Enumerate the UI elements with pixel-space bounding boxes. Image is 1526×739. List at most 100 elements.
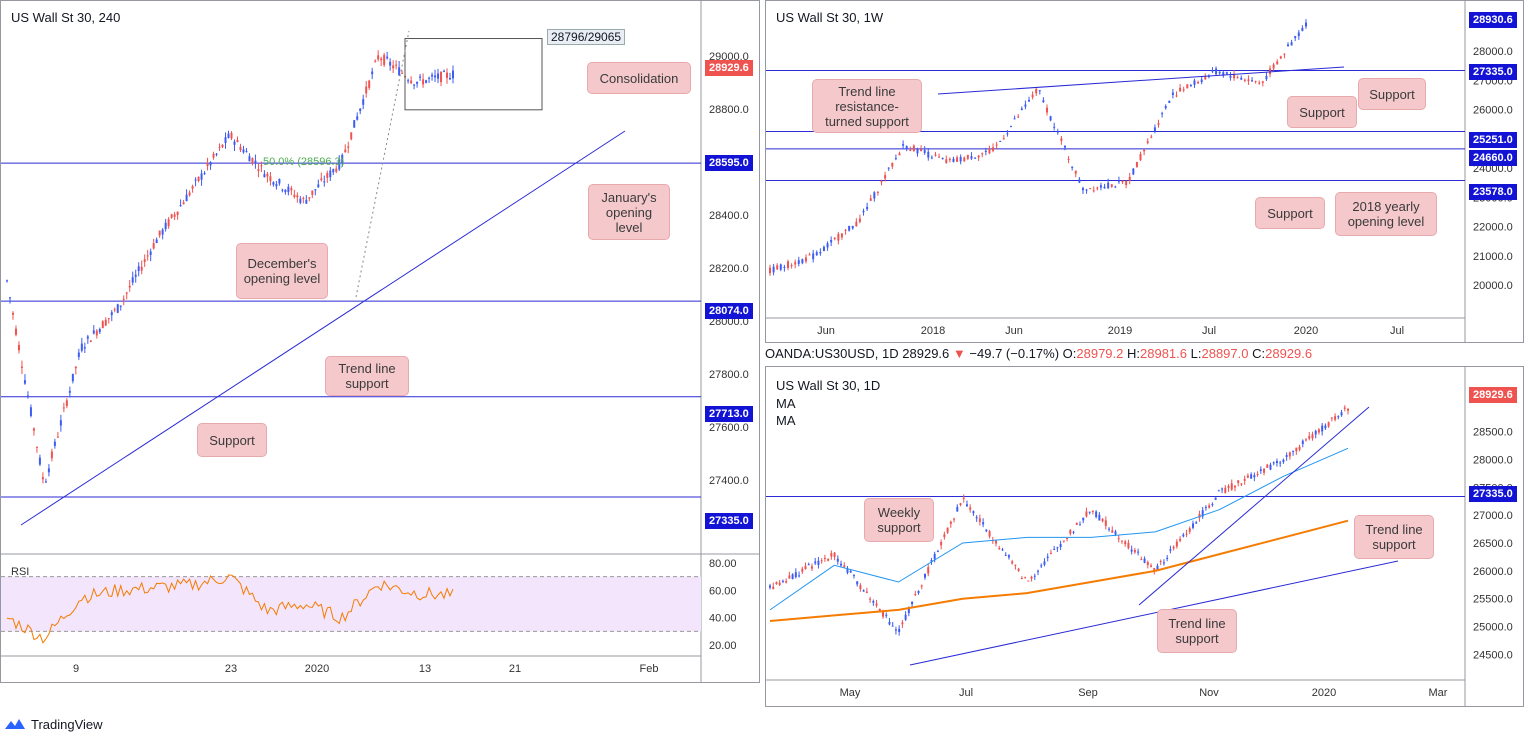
candle-body xyxy=(1272,462,1275,464)
candle-body xyxy=(956,157,959,162)
h4-callout-consolidation: Consolidation xyxy=(587,62,691,94)
candle-body xyxy=(1028,100,1031,102)
candle-body xyxy=(1078,524,1081,526)
candle-body xyxy=(1251,80,1254,82)
y-tick-label: 24500.0 xyxy=(1473,649,1513,661)
candle-body xyxy=(1229,75,1232,78)
candle-body xyxy=(965,504,968,507)
candle-body xyxy=(137,266,140,272)
candle-body xyxy=(984,150,987,152)
candle-body xyxy=(1143,558,1146,563)
candle-body xyxy=(182,202,185,205)
candle-body xyxy=(1279,56,1282,59)
candle-body xyxy=(851,225,854,229)
candle-body xyxy=(1334,416,1337,420)
h4-level-tag-27335: 27335.0 xyxy=(705,513,753,529)
candle-body xyxy=(443,71,446,73)
candle-body xyxy=(1217,490,1220,492)
candle-body xyxy=(1164,106,1167,109)
candle-body xyxy=(1256,474,1259,476)
candle-body xyxy=(212,153,215,158)
candle-body xyxy=(995,144,998,146)
candle-body xyxy=(230,132,233,139)
candle-body xyxy=(902,144,905,146)
weekly-level-tag-27335: 27335.0 xyxy=(1469,64,1517,80)
candle-body xyxy=(1340,412,1343,416)
candle-body xyxy=(1140,559,1143,561)
candle-body xyxy=(1059,544,1062,547)
candle-body xyxy=(830,239,833,243)
candle-body xyxy=(862,590,865,592)
candle-body xyxy=(1207,76,1210,78)
candle-body xyxy=(1192,523,1195,528)
candle-body xyxy=(962,497,965,499)
candle-body xyxy=(224,137,227,143)
candle-body xyxy=(946,527,949,533)
candle-body xyxy=(801,568,804,572)
brand-name: TradingView xyxy=(31,716,103,732)
candle-body xyxy=(830,553,833,557)
candle-body xyxy=(911,601,914,605)
candle-body xyxy=(1053,549,1056,551)
candle-body xyxy=(907,607,910,614)
candle-body xyxy=(56,436,59,438)
weekly-chart-panel[interactable]: 20000.021000.022000.023000.024000.025000… xyxy=(765,0,1524,343)
candle-body xyxy=(59,420,62,426)
candle-body xyxy=(917,590,920,594)
candle-body xyxy=(95,330,98,336)
candle-body xyxy=(952,158,955,162)
candle-body xyxy=(116,304,119,313)
candle-body xyxy=(1143,149,1146,152)
candle-body xyxy=(1120,540,1123,542)
candle-body xyxy=(887,167,890,169)
candle-body xyxy=(1243,478,1246,481)
candle-body xyxy=(1150,565,1153,567)
candle-body xyxy=(179,205,182,207)
tradingview-logo[interactable]: TradingView xyxy=(2,716,103,732)
candle-body xyxy=(425,80,428,83)
weekly-chart-svg[interactable]: 20000.021000.022000.023000.024000.025000… xyxy=(766,1,1524,343)
ohlc-close-label: C: xyxy=(1252,346,1266,361)
candle-body xyxy=(1237,480,1240,484)
candle-body xyxy=(1324,425,1327,429)
candle-body xyxy=(428,77,431,79)
h4-chart-title: US Wall St 30, 240 xyxy=(11,10,121,25)
candle-body xyxy=(807,564,810,566)
candle-body xyxy=(239,146,242,151)
candle-body xyxy=(1327,422,1330,427)
candle-body xyxy=(326,173,329,178)
candle-body xyxy=(1230,483,1233,490)
candle-body xyxy=(1133,550,1136,553)
candle-body xyxy=(1135,161,1138,167)
h4-callout-trendline: Trend line support xyxy=(325,356,409,396)
candle-body xyxy=(934,154,937,156)
h4-chart-panel[interactable]: 27400.0 27600.0 27800.0 28000.0 28200.0 28400… xyxy=(0,0,760,683)
candle-body xyxy=(92,330,95,334)
y-tick-label: 28000.0 xyxy=(1473,454,1513,466)
candle-body xyxy=(923,573,926,578)
candle-body xyxy=(329,170,332,178)
candle-body xyxy=(344,149,347,153)
candle-body xyxy=(848,225,851,231)
candle-body xyxy=(1040,565,1043,567)
daily-chart-panel[interactable]: 24500.0 25000.0 25500.0 26000.0 26500.0 27000… xyxy=(765,366,1524,707)
y-tick-label: 28000.0 xyxy=(1473,46,1513,58)
ohlc-high: 28981.6 xyxy=(1140,346,1188,361)
x-tick-label: May xyxy=(840,687,861,699)
candle-body xyxy=(362,99,365,105)
candle-body xyxy=(1095,511,1098,517)
weekly-callout-support-2: Support xyxy=(1287,96,1357,128)
candle-body xyxy=(844,229,847,231)
h4-chart-svg[interactable]: 27400.027600.027800.028000.028200.028400… xyxy=(1,1,760,683)
candle-body xyxy=(1263,468,1266,473)
candle-body xyxy=(1185,533,1188,535)
candle-body xyxy=(891,162,894,167)
candle-body xyxy=(377,55,380,60)
daily-callout-trend-2: Trend line support xyxy=(1157,609,1237,653)
daily-chart-svg[interactable]: 24500.0 25000.0 25500.0 26000.0 26500.0 27000… xyxy=(766,367,1524,707)
candle-body xyxy=(98,329,101,333)
candle-body xyxy=(1130,549,1133,552)
candle-body xyxy=(872,600,875,603)
weekly-price-tag: 28930.6 xyxy=(1469,12,1517,28)
candle-body xyxy=(101,321,104,329)
